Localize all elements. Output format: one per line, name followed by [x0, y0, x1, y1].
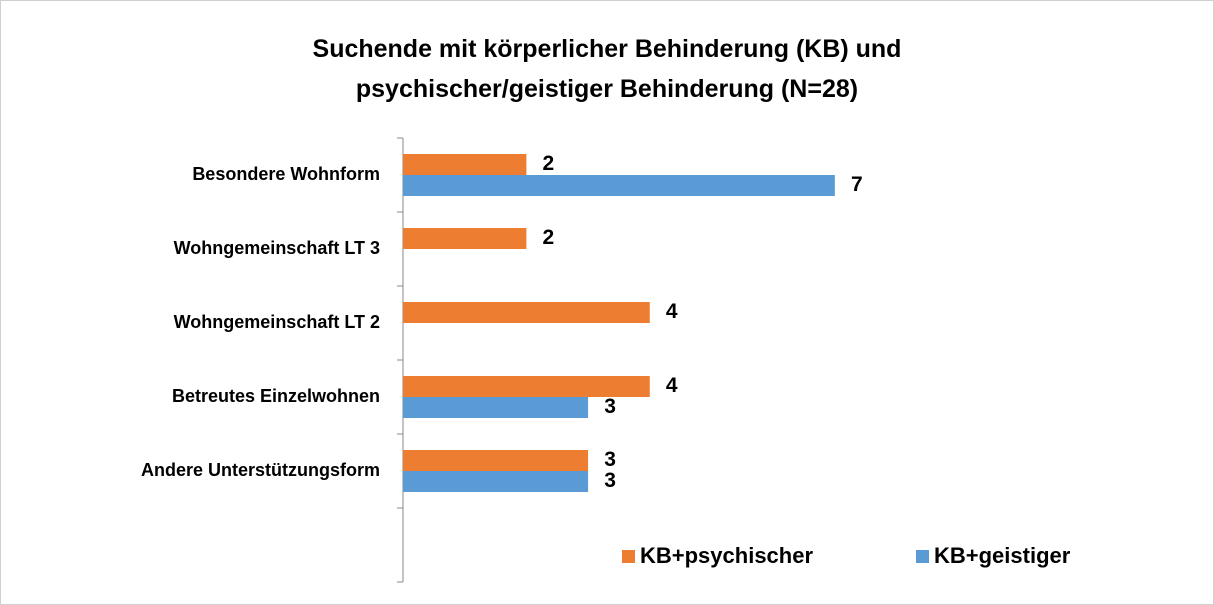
bar: [403, 376, 650, 397]
bar: [403, 450, 589, 471]
category-label: Wohngemeinschaft LT 2: [174, 312, 380, 332]
category-label: Andere Unterstützungsform: [141, 460, 380, 480]
category-label: Besondere Wohnform: [192, 164, 380, 184]
legend-label: KB+psychischer: [640, 543, 813, 568]
value-label: 3: [604, 469, 616, 492]
value-label: 3: [604, 448, 616, 471]
legend-label: KB+geistiger: [934, 543, 1071, 568]
legend-swatch: [916, 550, 929, 563]
legend-swatch: [622, 550, 635, 563]
bar: [403, 302, 650, 323]
value-label: 2: [543, 226, 555, 249]
bar: [403, 471, 589, 492]
value-label: 4: [666, 374, 678, 397]
bar: [403, 175, 835, 196]
value-label: 2: [543, 152, 555, 175]
value-label: 4: [666, 300, 678, 323]
value-label: 3: [604, 395, 616, 418]
bar: [403, 154, 527, 175]
value-label: 7: [851, 173, 863, 196]
chart-title: Suchende mit körperlicher Behinderung (K…: [313, 35, 902, 103]
category-label: Betreutes Einzelwohnen: [172, 386, 380, 406]
category-label: Wohngemeinschaft LT 3: [174, 238, 380, 258]
bar: [403, 397, 589, 418]
bar: [403, 228, 527, 249]
